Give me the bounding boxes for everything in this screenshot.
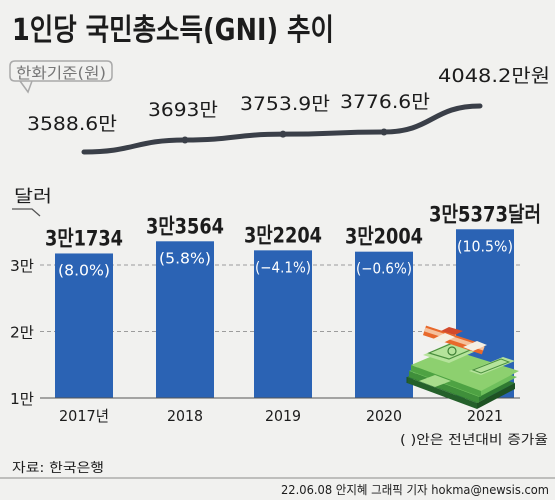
- stack-of-money-icon: [406, 325, 519, 409]
- bar: [156, 241, 214, 398]
- x-tick-label: 2021: [467, 407, 503, 425]
- bar-unit-label: 달러: [14, 187, 52, 207]
- bar-value-label: 3만5373달러: [429, 202, 541, 226]
- credit-label: 22.06.08 안지혜 그래픽 기자 hokma@newsis.com: [281, 483, 549, 497]
- growth-note: ( )안은 전년대비 증가율: [400, 433, 548, 448]
- x-tick-label: 2018: [167, 407, 203, 425]
- line-point: [380, 128, 388, 136]
- bar-value-label: 3만3564: [146, 214, 224, 238]
- line-point: [279, 130, 287, 138]
- line-point: [181, 136, 189, 144]
- line-value-label: 3753.9만: [240, 93, 330, 115]
- bar-value-label: 3만1734: [45, 226, 123, 250]
- x-tick-label: 2019: [265, 407, 301, 425]
- bar: [254, 250, 312, 398]
- x-tick-label: 2020: [366, 407, 402, 425]
- bar-unit-callout: 달러: [12, 187, 52, 217]
- bar-value-label: 3만2204: [244, 223, 322, 247]
- growth-rate-label: (−0.6%): [356, 260, 412, 278]
- growth-rate-label: (−4.1%): [255, 258, 311, 276]
- y-tick-label: 2만: [10, 324, 34, 342]
- x-tick-label: 2017년: [59, 407, 109, 425]
- source-label: 자료: 한국은행: [12, 460, 104, 476]
- growth-rate-label: (8.0%): [58, 261, 110, 279]
- y-tick-label: 3만: [10, 257, 34, 275]
- line-unit-label: 한화기준(원): [16, 64, 106, 82]
- bar: [355, 251, 413, 398]
- line-value-label: 4048.2만원: [438, 65, 550, 87]
- line-unit-callout: 한화기준(원): [9, 60, 113, 94]
- line-value-label: 3776.6만: [340, 91, 430, 113]
- y-tick-label: 1만: [10, 390, 34, 408]
- growth-rate-label: (10.5%): [457, 237, 513, 255]
- line-value-label: 3693만: [148, 99, 218, 121]
- bar-value-label: 3만2004: [345, 225, 423, 249]
- line-value-label: 3588.6만: [27, 113, 117, 135]
- growth-rate-label: (5.8%): [159, 249, 211, 267]
- chart-title: 1인당 국민총소득(GNI) 추이: [12, 13, 334, 48]
- bar: [55, 253, 113, 398]
